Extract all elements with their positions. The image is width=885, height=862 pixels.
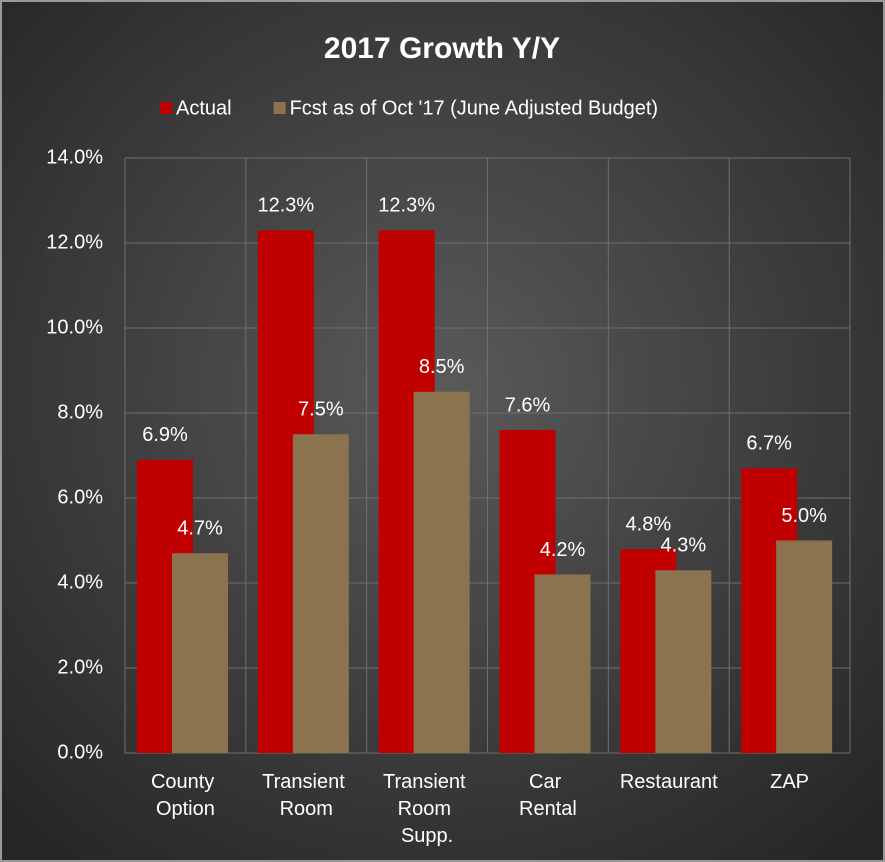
bar (534, 574, 591, 753)
y-tick-label: 12.0% (46, 231, 103, 253)
value-label: 7.5% (298, 399, 344, 421)
value-label: 8.5% (419, 356, 465, 378)
bar (292, 434, 349, 753)
y-tick-label: 8.0% (57, 401, 103, 423)
bar (776, 540, 833, 753)
x-tick-label: Car Rental (519, 771, 577, 820)
x-tick-label: Transient Room (262, 771, 350, 820)
legend-label: Fcst as of Oct '17 (June Adjusted Budget… (290, 97, 658, 119)
value-label: 7.6% (505, 394, 551, 416)
y-tick-label: 14.0% (46, 146, 103, 168)
x-tick-label: ZAP (770, 771, 809, 793)
value-label: 4.3% (661, 535, 707, 557)
bar (413, 391, 470, 753)
value-label: 4.8% (626, 513, 672, 535)
y-tick-label: 4.0% (57, 571, 103, 593)
legend-swatch (160, 102, 172, 114)
y-tick-label: 0.0% (57, 741, 103, 763)
x-tick-label: Transient Room Supp. (383, 771, 471, 847)
legend-label: Actual (176, 97, 232, 119)
value-label: 4.2% (540, 539, 586, 561)
y-tick-label: 10.0% (46, 316, 103, 338)
bar (172, 553, 228, 753)
y-tick-label: 2.0% (57, 656, 103, 678)
value-label: 12.3% (378, 195, 435, 217)
value-label: 4.7% (177, 518, 223, 540)
x-tick-label: County Option (151, 771, 220, 820)
chart-title: 2017 Growth Y/Y (324, 32, 560, 65)
value-label: 6.7% (746, 433, 792, 455)
y-tick-label: 6.0% (57, 486, 103, 508)
bar (655, 570, 712, 753)
value-label: 12.3% (257, 195, 314, 217)
value-label: 6.9% (142, 424, 188, 446)
x-tick-label: Restaurant (620, 771, 718, 793)
legend-swatch (273, 102, 286, 114)
value-label: 5.0% (781, 505, 827, 527)
